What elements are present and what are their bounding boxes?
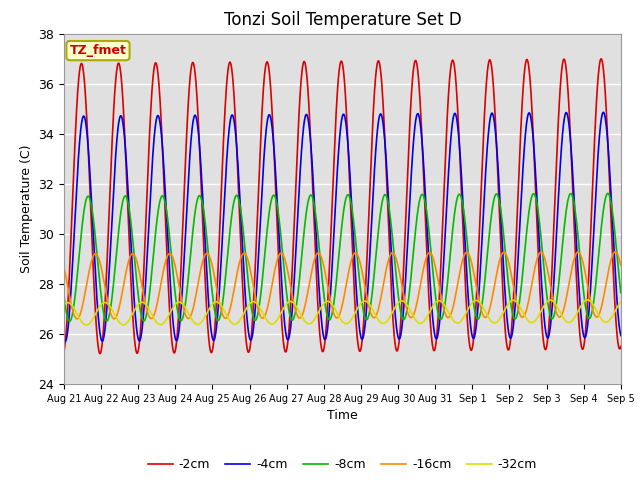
-16cm xyxy=(617,263,625,268)
-8cm xyxy=(66,319,74,324)
-4cm xyxy=(216,286,223,291)
-2cm xyxy=(371,84,379,90)
Text: TZ_fmet: TZ_fmet xyxy=(70,44,127,57)
X-axis label: Time: Time xyxy=(327,409,358,422)
-4cm xyxy=(600,109,607,115)
-16cm xyxy=(371,314,379,320)
-32cm xyxy=(83,322,90,328)
-16cm xyxy=(73,316,81,322)
Line: -4cm: -4cm xyxy=(64,112,621,341)
-32cm xyxy=(568,318,575,324)
-4cm xyxy=(371,162,379,168)
-2cm xyxy=(568,165,575,171)
-2cm xyxy=(359,333,367,338)
-16cm xyxy=(359,272,367,277)
-2cm xyxy=(617,344,625,349)
Y-axis label: Soil Temperature (C): Soil Temperature (C) xyxy=(20,144,33,273)
Line: -2cm: -2cm xyxy=(64,59,621,354)
Line: -8cm: -8cm xyxy=(64,193,621,322)
-4cm xyxy=(61,338,69,344)
-32cm xyxy=(216,300,223,306)
-8cm xyxy=(617,290,625,296)
-2cm xyxy=(96,351,104,357)
-32cm xyxy=(584,297,591,303)
-2cm xyxy=(216,232,223,238)
-4cm xyxy=(568,156,575,162)
-4cm xyxy=(617,333,625,338)
-16cm xyxy=(216,300,223,306)
Legend: -2cm, -4cm, -8cm, -16cm, -32cm: -2cm, -4cm, -8cm, -16cm, -32cm xyxy=(143,453,542,476)
-16cm xyxy=(611,249,619,255)
-2cm xyxy=(584,303,591,309)
-2cm xyxy=(60,348,68,354)
-8cm xyxy=(359,304,367,310)
-16cm xyxy=(568,266,575,272)
-32cm xyxy=(359,299,367,305)
-4cm xyxy=(504,328,512,334)
-16cm xyxy=(504,258,512,264)
-8cm xyxy=(371,265,379,271)
-32cm xyxy=(371,311,379,317)
-8cm xyxy=(568,192,575,198)
-8cm xyxy=(604,191,612,196)
-4cm xyxy=(60,336,68,342)
-32cm xyxy=(584,297,591,303)
-32cm xyxy=(504,301,512,307)
-8cm xyxy=(60,293,68,299)
-8cm xyxy=(504,280,512,286)
-2cm xyxy=(597,56,605,62)
-2cm xyxy=(504,347,512,353)
-32cm xyxy=(60,302,68,308)
-4cm xyxy=(584,325,591,331)
Line: -32cm: -32cm xyxy=(64,300,621,325)
Line: -16cm: -16cm xyxy=(64,252,621,319)
-8cm xyxy=(584,312,591,318)
-16cm xyxy=(584,281,591,287)
Title: Tonzi Soil Temperature Set D: Tonzi Soil Temperature Set D xyxy=(223,11,461,29)
-32cm xyxy=(617,299,625,305)
-16cm xyxy=(60,264,68,270)
-8cm xyxy=(216,316,223,322)
-4cm xyxy=(359,336,367,342)
